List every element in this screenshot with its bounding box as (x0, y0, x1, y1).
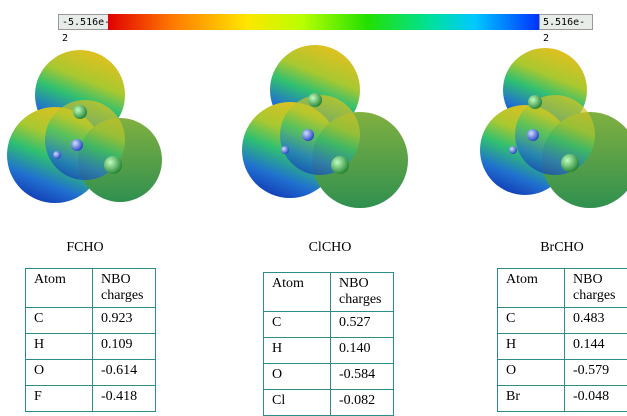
table-cell: 0.109 (93, 334, 156, 360)
table-cell: F (26, 386, 93, 412)
colorbar (108, 14, 540, 30)
table-cell: Cl (264, 390, 331, 416)
table-row: O-0.614 (26, 360, 156, 386)
table-cell: -0.048 (565, 386, 627, 412)
table-cell: H (26, 334, 93, 360)
header-cell: Atom (498, 269, 565, 308)
table-cell: -0.082 (331, 390, 394, 416)
brcho-map (480, 48, 627, 208)
table-row: O-0.584 (264, 364, 394, 390)
molecule-name: ClCHO (270, 240, 390, 256)
table-cell: C (264, 312, 331, 338)
table-cell: 0.140 (331, 338, 394, 364)
table-cell: C (498, 308, 565, 334)
table-cell: H (498, 334, 565, 360)
table-row: Cl-0.082 (264, 390, 394, 416)
figure: -5.516e-2 5.516e-2 (0, 0, 627, 416)
table-cell: -0.418 (93, 386, 156, 412)
table-cell: H (264, 338, 331, 364)
header-cell: NBO charges (93, 269, 156, 308)
molecule-name: FCHO (25, 240, 145, 256)
table-row: O-0.579 (498, 360, 627, 386)
table-cell: -0.579 (565, 360, 627, 386)
table-cell: Br (498, 386, 565, 412)
table-cell: 0.144 (565, 334, 627, 360)
table-cell: C (26, 308, 93, 334)
table-row: Br-0.048 (498, 386, 627, 412)
header-cell: Atom (26, 269, 93, 308)
molecule-name: BrCHO (502, 240, 622, 256)
table-cell: 0.483 (565, 308, 627, 334)
esp-maps (0, 40, 627, 240)
header-cell: NBO charges (565, 269, 627, 308)
table-cell: -0.614 (93, 360, 156, 386)
table-cell: O (264, 364, 331, 390)
header-cell: NBO charges (331, 273, 394, 312)
colorbar-min: -5.516e-2 (58, 14, 109, 30)
table-cell: 0.527 (331, 312, 394, 338)
fcho-map (7, 50, 162, 203)
table-cell: -0.584 (331, 364, 394, 390)
clcho-map (242, 45, 408, 208)
table-cell: O (26, 360, 93, 386)
table-cell: 0.923 (93, 308, 156, 334)
colorbar-max: 5.516e-2 (539, 14, 593, 30)
table-row: F-0.418 (26, 386, 156, 412)
table-cell: O (498, 360, 565, 386)
header-cell: Atom (264, 273, 331, 312)
